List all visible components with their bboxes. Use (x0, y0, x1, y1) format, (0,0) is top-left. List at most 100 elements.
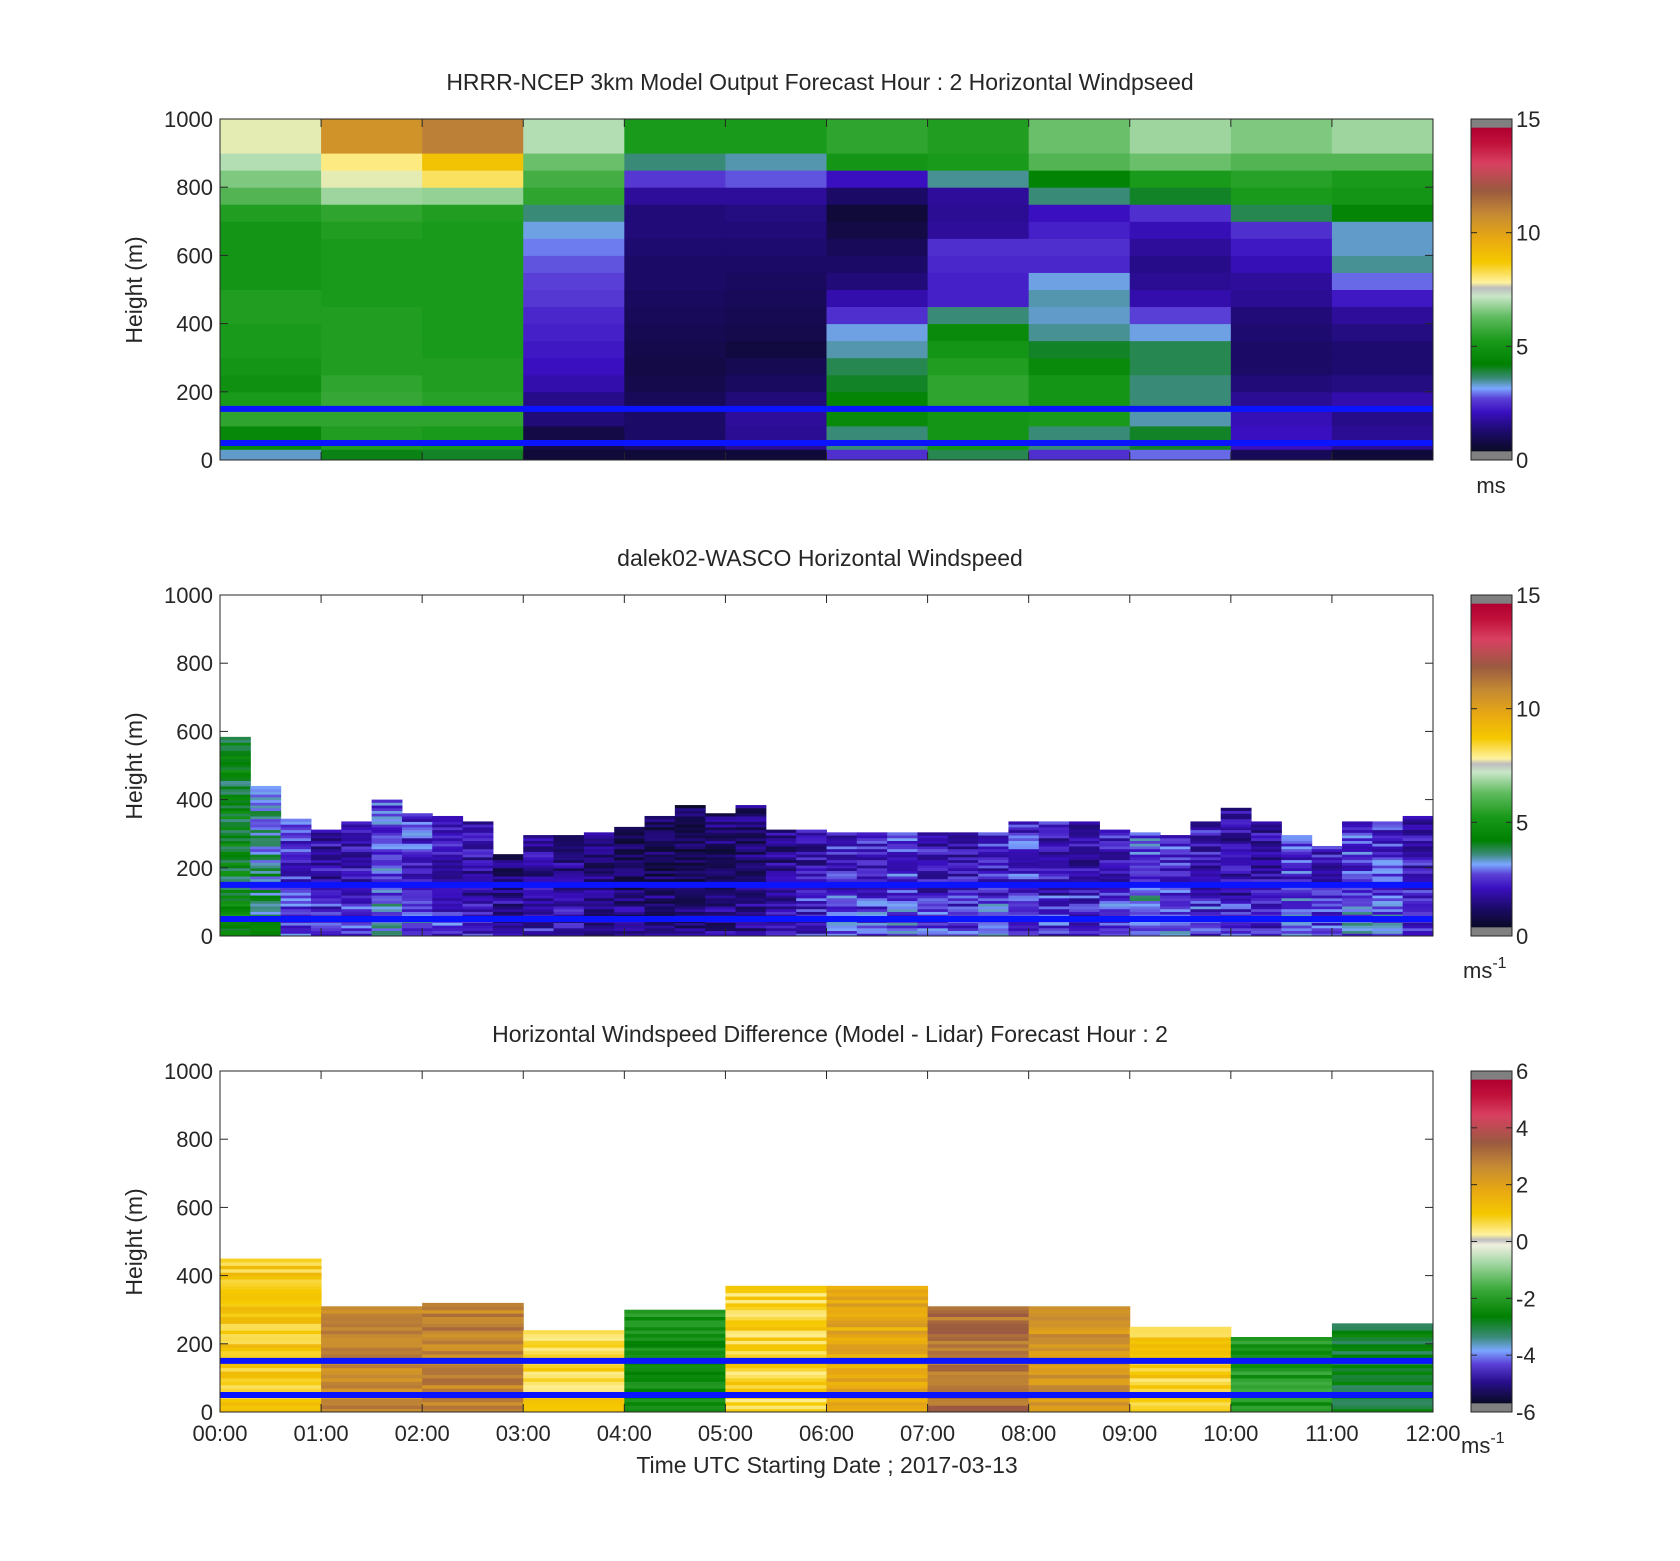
heatmap-cell (705, 859, 737, 863)
heatmap-cell (401, 911, 433, 915)
heatmap-cell (1038, 933, 1070, 937)
heatmap-cell (796, 848, 827, 852)
heatmap-cell (1190, 892, 1222, 896)
heatmap-cell (1028, 408, 1131, 427)
heatmap-cell (1251, 870, 1282, 874)
heatmap-cell (1372, 886, 1404, 891)
heatmap-cell (321, 1401, 423, 1406)
heatmap-cell (1342, 824, 1373, 828)
heatmap-cell (644, 900, 676, 904)
heatmap-cell (674, 903, 706, 907)
heatmap-cell (1129, 1381, 1232, 1386)
heatmap-cell (624, 1354, 726, 1358)
heatmap-cell (826, 1347, 929, 1352)
heatmap-cell (674, 807, 706, 812)
heatmap-cell (1342, 886, 1373, 891)
heatmap-cell (250, 865, 282, 869)
heatmap-cell (462, 889, 494, 893)
colorbar-tick-label: 5 (1516, 334, 1528, 359)
heatmap-cell (735, 897, 767, 902)
heatmap-cell (583, 933, 615, 937)
heatmap-cell (280, 843, 312, 847)
heatmap-cell (310, 905, 342, 910)
heatmap-cell (1230, 374, 1333, 393)
heatmap-cell (887, 851, 918, 855)
heatmap-cell (705, 886, 737, 891)
heatmap-cell (1099, 930, 1131, 934)
heatmap-cell (462, 903, 494, 907)
heatmap-cell (826, 204, 929, 222)
heatmap-cell (220, 875, 251, 880)
heatmap-cell (1028, 1309, 1131, 1314)
heatmap-cell (310, 911, 342, 915)
heatmap-cell (887, 903, 918, 907)
heatmap-cell (826, 856, 858, 861)
heatmap-cell (927, 391, 1030, 410)
heatmap-cell (321, 1340, 423, 1345)
heatmap-cell (725, 1384, 827, 1389)
heatmap-cell (674, 905, 706, 910)
heatmap-cell (887, 832, 918, 836)
heatmap-cell (978, 903, 1009, 907)
heatmap-cell (321, 1408, 423, 1413)
heatmap-cell (422, 1384, 524, 1389)
heatmap-cell (492, 927, 524, 932)
heatmap-cell (856, 886, 888, 891)
heatmap-cell (220, 753, 251, 757)
heatmap-cell (725, 204, 827, 222)
heatmap-cell (1099, 922, 1131, 926)
heatmap-cell (553, 897, 585, 902)
heatmap-cell (1331, 187, 1434, 205)
heatmap-cell (887, 914, 918, 918)
heatmap-cell (735, 824, 767, 828)
heatmap-cell (1028, 1367, 1131, 1372)
heatmap-cell (553, 873, 585, 877)
heatmap-cell (401, 821, 433, 825)
heatmap-cell (705, 889, 737, 893)
heatmap-cell (826, 323, 929, 342)
heatmap-cell (826, 238, 929, 256)
heatmap-cell (422, 1343, 524, 1348)
heatmap-cell (674, 908, 706, 912)
heatmap-cell (371, 895, 403, 899)
heatmap-cell (1190, 837, 1222, 842)
heatmap-cell (310, 930, 342, 934)
heatmap-cell (1008, 832, 1040, 836)
heatmap-cell (856, 862, 888, 866)
heatmap-cell (705, 865, 737, 869)
heatmap-cell (614, 873, 646, 877)
heatmap-cell (280, 829, 312, 833)
heatmap-cell (1129, 187, 1232, 205)
heatmap-cell (220, 187, 322, 205)
heatmap-cell (1099, 914, 1131, 918)
heatmap-cell (341, 824, 373, 828)
heatmap-cell (1129, 925, 1161, 929)
heatmap-cell (826, 889, 858, 893)
heatmap-cell (422, 1323, 524, 1328)
heatmap-cell (280, 900, 312, 904)
heatmap-cell (1220, 878, 1252, 882)
heatmap-cell (1230, 1367, 1333, 1372)
heatmap-cell (644, 824, 676, 828)
heatmap-cell (220, 238, 322, 256)
heatmap-cell (856, 903, 888, 907)
heatmap-cell (978, 856, 1009, 861)
heatmap-cell (887, 865, 918, 869)
heatmap-cell (1008, 845, 1040, 850)
heatmap-cell (705, 908, 737, 912)
heatmap-cell (947, 922, 979, 926)
heatmap-cell (250, 794, 282, 798)
x-tick-label: 01:00 (294, 1421, 349, 1446)
heatmap-cell (887, 927, 918, 932)
heatmap-cell (523, 865, 555, 869)
panel-lidar-reference-lines (220, 881, 1433, 922)
heatmap-cell (856, 889, 888, 893)
heatmap-cell (583, 840, 615, 844)
heatmap-cell (1160, 878, 1191, 882)
heatmap-cell (826, 391, 929, 410)
heatmap-cell (523, 854, 555, 858)
heatmap-cell (220, 796, 251, 801)
heatmap-cell (624, 1343, 726, 1348)
heatmap-cell (583, 914, 615, 918)
heatmap-cell (644, 843, 676, 847)
